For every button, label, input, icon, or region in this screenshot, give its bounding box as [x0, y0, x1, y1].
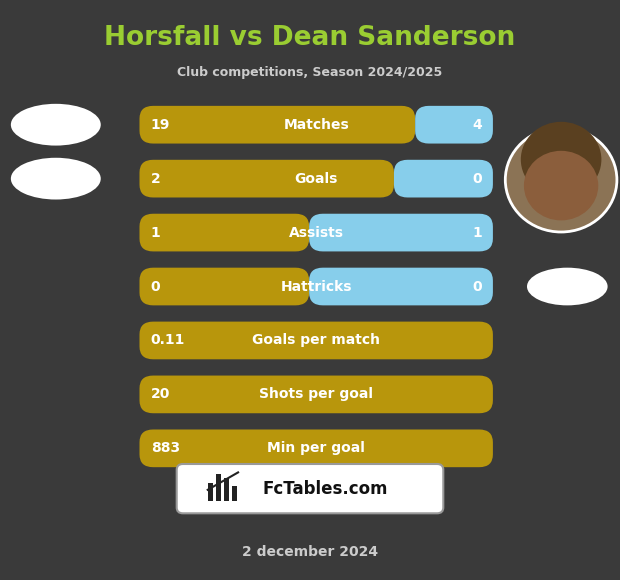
- Text: 2: 2: [151, 172, 161, 186]
- FancyBboxPatch shape: [140, 268, 309, 305]
- Text: Assists: Assists: [289, 226, 343, 240]
- Text: 0: 0: [472, 172, 482, 186]
- Text: Horsfall vs Dean Sanderson: Horsfall vs Dean Sanderson: [104, 25, 516, 50]
- FancyBboxPatch shape: [140, 321, 493, 359]
- FancyBboxPatch shape: [140, 376, 493, 413]
- Text: 1: 1: [472, 226, 482, 240]
- Text: Goals per match: Goals per match: [252, 334, 380, 347]
- FancyBboxPatch shape: [415, 106, 493, 143]
- Text: 2 december 2024: 2 december 2024: [242, 545, 378, 559]
- FancyBboxPatch shape: [177, 464, 443, 513]
- Text: 0: 0: [151, 280, 161, 293]
- FancyBboxPatch shape: [232, 486, 237, 501]
- Text: 20: 20: [151, 387, 170, 401]
- Ellipse shape: [527, 267, 608, 305]
- Text: Matches: Matches: [283, 118, 349, 132]
- Text: Goals: Goals: [294, 172, 338, 186]
- Text: 4: 4: [472, 118, 482, 132]
- Text: Club competitions, Season 2024/2025: Club competitions, Season 2024/2025: [177, 66, 443, 79]
- Text: FcTables.com: FcTables.com: [263, 480, 388, 498]
- FancyBboxPatch shape: [140, 160, 394, 197]
- FancyBboxPatch shape: [394, 160, 493, 197]
- Text: 0: 0: [472, 280, 482, 293]
- FancyBboxPatch shape: [309, 268, 493, 305]
- FancyBboxPatch shape: [216, 474, 221, 501]
- FancyBboxPatch shape: [140, 106, 415, 143]
- FancyBboxPatch shape: [208, 483, 213, 501]
- FancyBboxPatch shape: [140, 429, 493, 467]
- Circle shape: [524, 151, 598, 220]
- Text: 883: 883: [151, 441, 180, 455]
- Text: Min per goal: Min per goal: [267, 441, 365, 455]
- Circle shape: [521, 122, 601, 197]
- Ellipse shape: [11, 104, 100, 146]
- Text: 0.11: 0.11: [151, 334, 185, 347]
- Text: 1: 1: [151, 226, 161, 240]
- FancyBboxPatch shape: [309, 214, 493, 252]
- FancyBboxPatch shape: [140, 214, 309, 252]
- Text: Hattricks: Hattricks: [280, 280, 352, 293]
- Text: 19: 19: [151, 118, 170, 132]
- Text: Shots per goal: Shots per goal: [259, 387, 373, 401]
- Circle shape: [505, 128, 617, 232]
- Ellipse shape: [11, 158, 100, 200]
- FancyBboxPatch shape: [224, 478, 229, 501]
